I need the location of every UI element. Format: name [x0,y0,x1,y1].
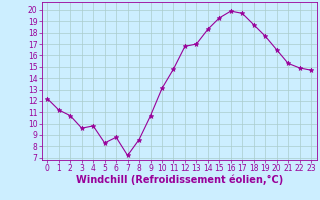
X-axis label: Windchill (Refroidissement éolien,°C): Windchill (Refroidissement éolien,°C) [76,175,283,185]
